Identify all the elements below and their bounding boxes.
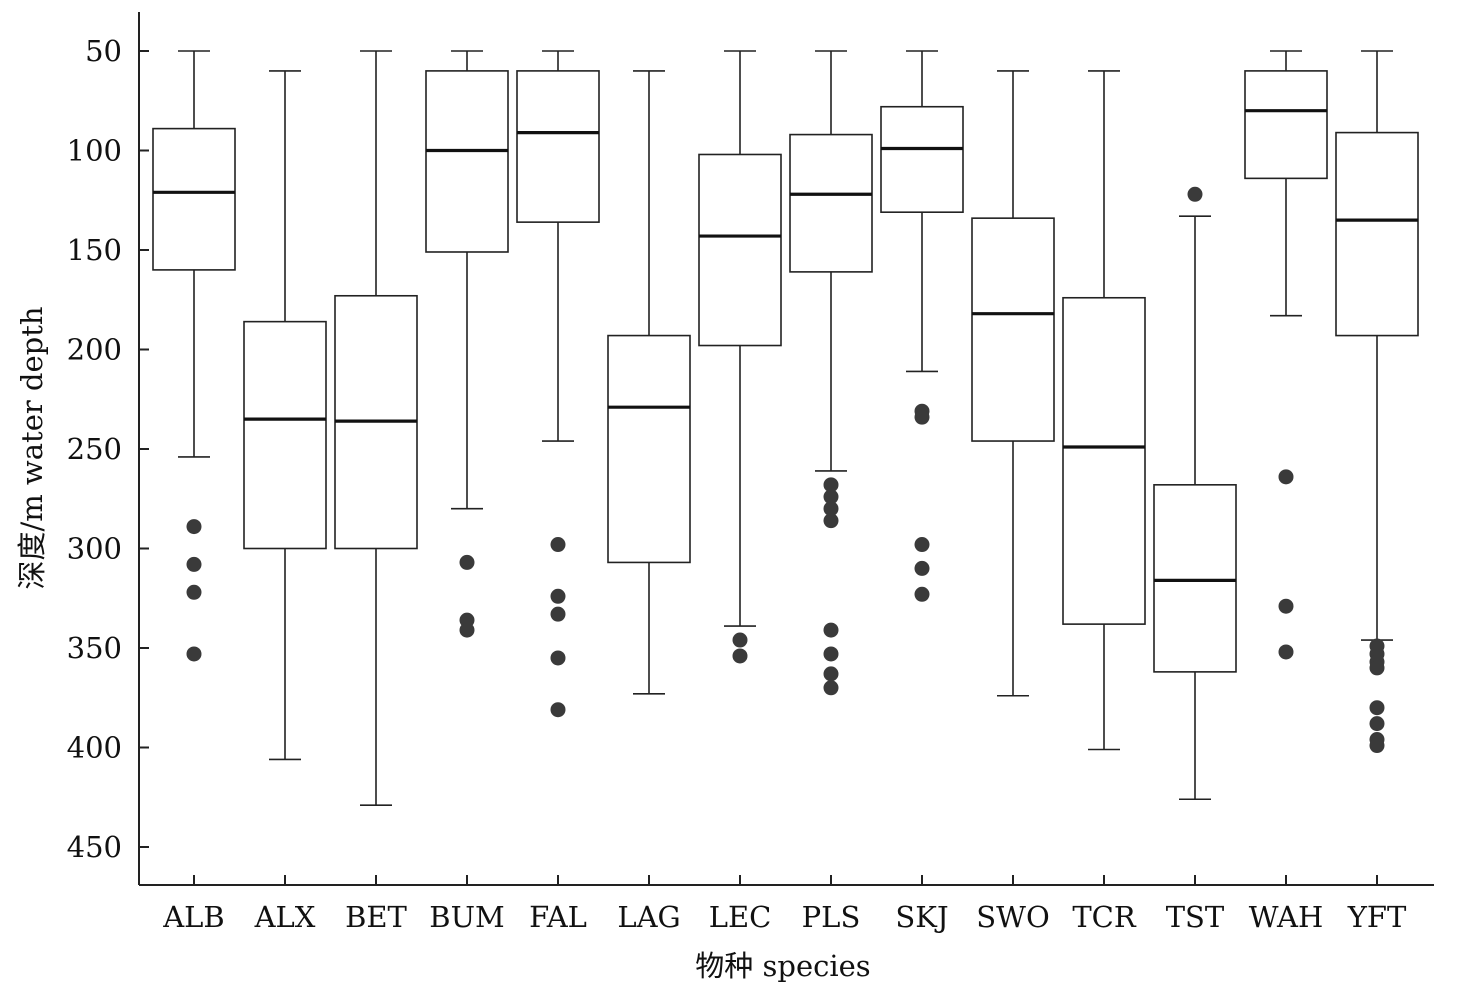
iqr-box-tcr xyxy=(1062,296,1146,625)
outlier-alb-3 xyxy=(186,646,202,662)
box-lec xyxy=(698,50,782,664)
y-tick-label-150: 150 xyxy=(67,233,122,267)
y-tick-label-350: 350 xyxy=(67,631,122,665)
box-tst xyxy=(1153,186,1237,801)
y-tick-label-200: 200 xyxy=(67,333,122,367)
outlier-wah-2 xyxy=(1278,644,1294,660)
outlier-wah-0 xyxy=(1278,469,1294,485)
box-wah xyxy=(1244,50,1328,660)
box-tcr xyxy=(1062,70,1146,751)
y-tick-label-100: 100 xyxy=(67,134,122,168)
outlier-wah-1 xyxy=(1278,598,1294,614)
x-tick-label-alx: ALX xyxy=(254,900,316,934)
iqr-box-swo xyxy=(971,217,1055,442)
iqr-box-skj xyxy=(880,105,964,213)
outlier-yft-3 xyxy=(1369,660,1385,676)
iqr-box-lec xyxy=(698,153,782,347)
outlier-skj-1 xyxy=(914,409,930,425)
box-skj xyxy=(880,50,964,602)
outlier-tst-0 xyxy=(1187,186,1203,202)
y-tick-label-250: 250 xyxy=(67,432,122,466)
outlier-fal-1 xyxy=(550,588,566,604)
outlier-fal-0 xyxy=(550,537,566,553)
outlier-pls-5 xyxy=(823,646,839,662)
box-yft xyxy=(1335,50,1419,754)
x-tick-label-fal: FAL xyxy=(529,900,587,934)
box-bet xyxy=(334,50,418,807)
x-tick-label-lec: LEC xyxy=(709,900,772,934)
box-fal xyxy=(516,50,600,718)
iqr-box-fal xyxy=(516,70,600,223)
x-axis: ALB ALX BET BUM FAL LAG LEC PLS SKJ SWO TCR TST WAH Y… xyxy=(139,875,1434,934)
x-tick-label-pls: PLS xyxy=(802,900,861,934)
outlier-pls-4 xyxy=(823,622,839,638)
box-plot-series xyxy=(152,50,1419,807)
outlier-skj-4 xyxy=(914,586,930,602)
iqr-box-lag xyxy=(607,334,691,564)
x-tick-label-swo: SWO xyxy=(976,900,1049,934)
outlier-pls-7 xyxy=(823,680,839,696)
y-axis-title: 深度/m water depth xyxy=(15,306,49,589)
iqr-box-alb xyxy=(152,127,236,271)
outlier-lec-0 xyxy=(732,632,748,648)
outlier-yft-7 xyxy=(1369,738,1385,754)
x-tick-label-wah: WAH xyxy=(1249,900,1324,934)
outlier-pls-6 xyxy=(823,666,839,682)
y-tick-label-300: 300 xyxy=(67,532,122,566)
box-lag xyxy=(607,70,691,695)
x-tick-label-yft: YFT xyxy=(1347,900,1407,934)
outlier-pls-0 xyxy=(823,477,839,493)
box-alb xyxy=(152,50,236,662)
box-alx xyxy=(243,70,327,761)
outlier-pls-3 xyxy=(823,513,839,529)
outlier-yft-4 xyxy=(1369,700,1385,716)
outlier-alb-2 xyxy=(186,584,202,600)
outlier-fal-4 xyxy=(550,702,566,718)
outlier-skj-2 xyxy=(914,537,930,553)
box-swo xyxy=(971,70,1055,697)
y-tick-label-450: 450 xyxy=(67,830,122,864)
outlier-bum-2 xyxy=(459,622,475,638)
box-bum xyxy=(425,50,509,638)
iqr-box-pls xyxy=(789,133,873,273)
outlier-fal-3 xyxy=(550,650,566,666)
box-pls xyxy=(789,50,873,696)
x-tick-label-lag: LAG xyxy=(617,900,680,934)
outlier-alb-1 xyxy=(186,556,202,572)
iqr-box-wah xyxy=(1244,70,1328,180)
x-tick-label-alb: ALB xyxy=(162,900,225,934)
x-tick-label-skj: SKJ xyxy=(895,900,948,934)
outlier-alb-0 xyxy=(186,519,202,535)
x-tick-label-tst: TST xyxy=(1166,900,1225,934)
outlier-fal-2 xyxy=(550,606,566,622)
outlier-skj-3 xyxy=(914,560,930,576)
outlier-pls-1 xyxy=(823,489,839,505)
y-tick-label-400: 400 xyxy=(67,731,122,765)
iqr-box-alx xyxy=(243,320,327,550)
iqr-box-tst xyxy=(1153,484,1237,673)
outlier-bum-0 xyxy=(459,554,475,570)
x-tick-label-bum: BUM xyxy=(429,900,504,934)
y-tick-label-50: 50 xyxy=(85,34,122,68)
outlier-lec-1 xyxy=(732,648,748,664)
iqr-box-bum xyxy=(425,70,509,253)
x-axis-title: 物种 species xyxy=(695,949,870,983)
outlier-pls-2 xyxy=(823,501,839,517)
iqr-box-yft xyxy=(1335,131,1419,337)
outlier-yft-5 xyxy=(1369,716,1385,732)
x-tick-label-tcr: TCR xyxy=(1072,900,1137,934)
x-tick-label-bet: BET xyxy=(345,900,407,934)
y-axis: 50 100 150 200 250 300 350 400 450 xyxy=(67,12,149,885)
